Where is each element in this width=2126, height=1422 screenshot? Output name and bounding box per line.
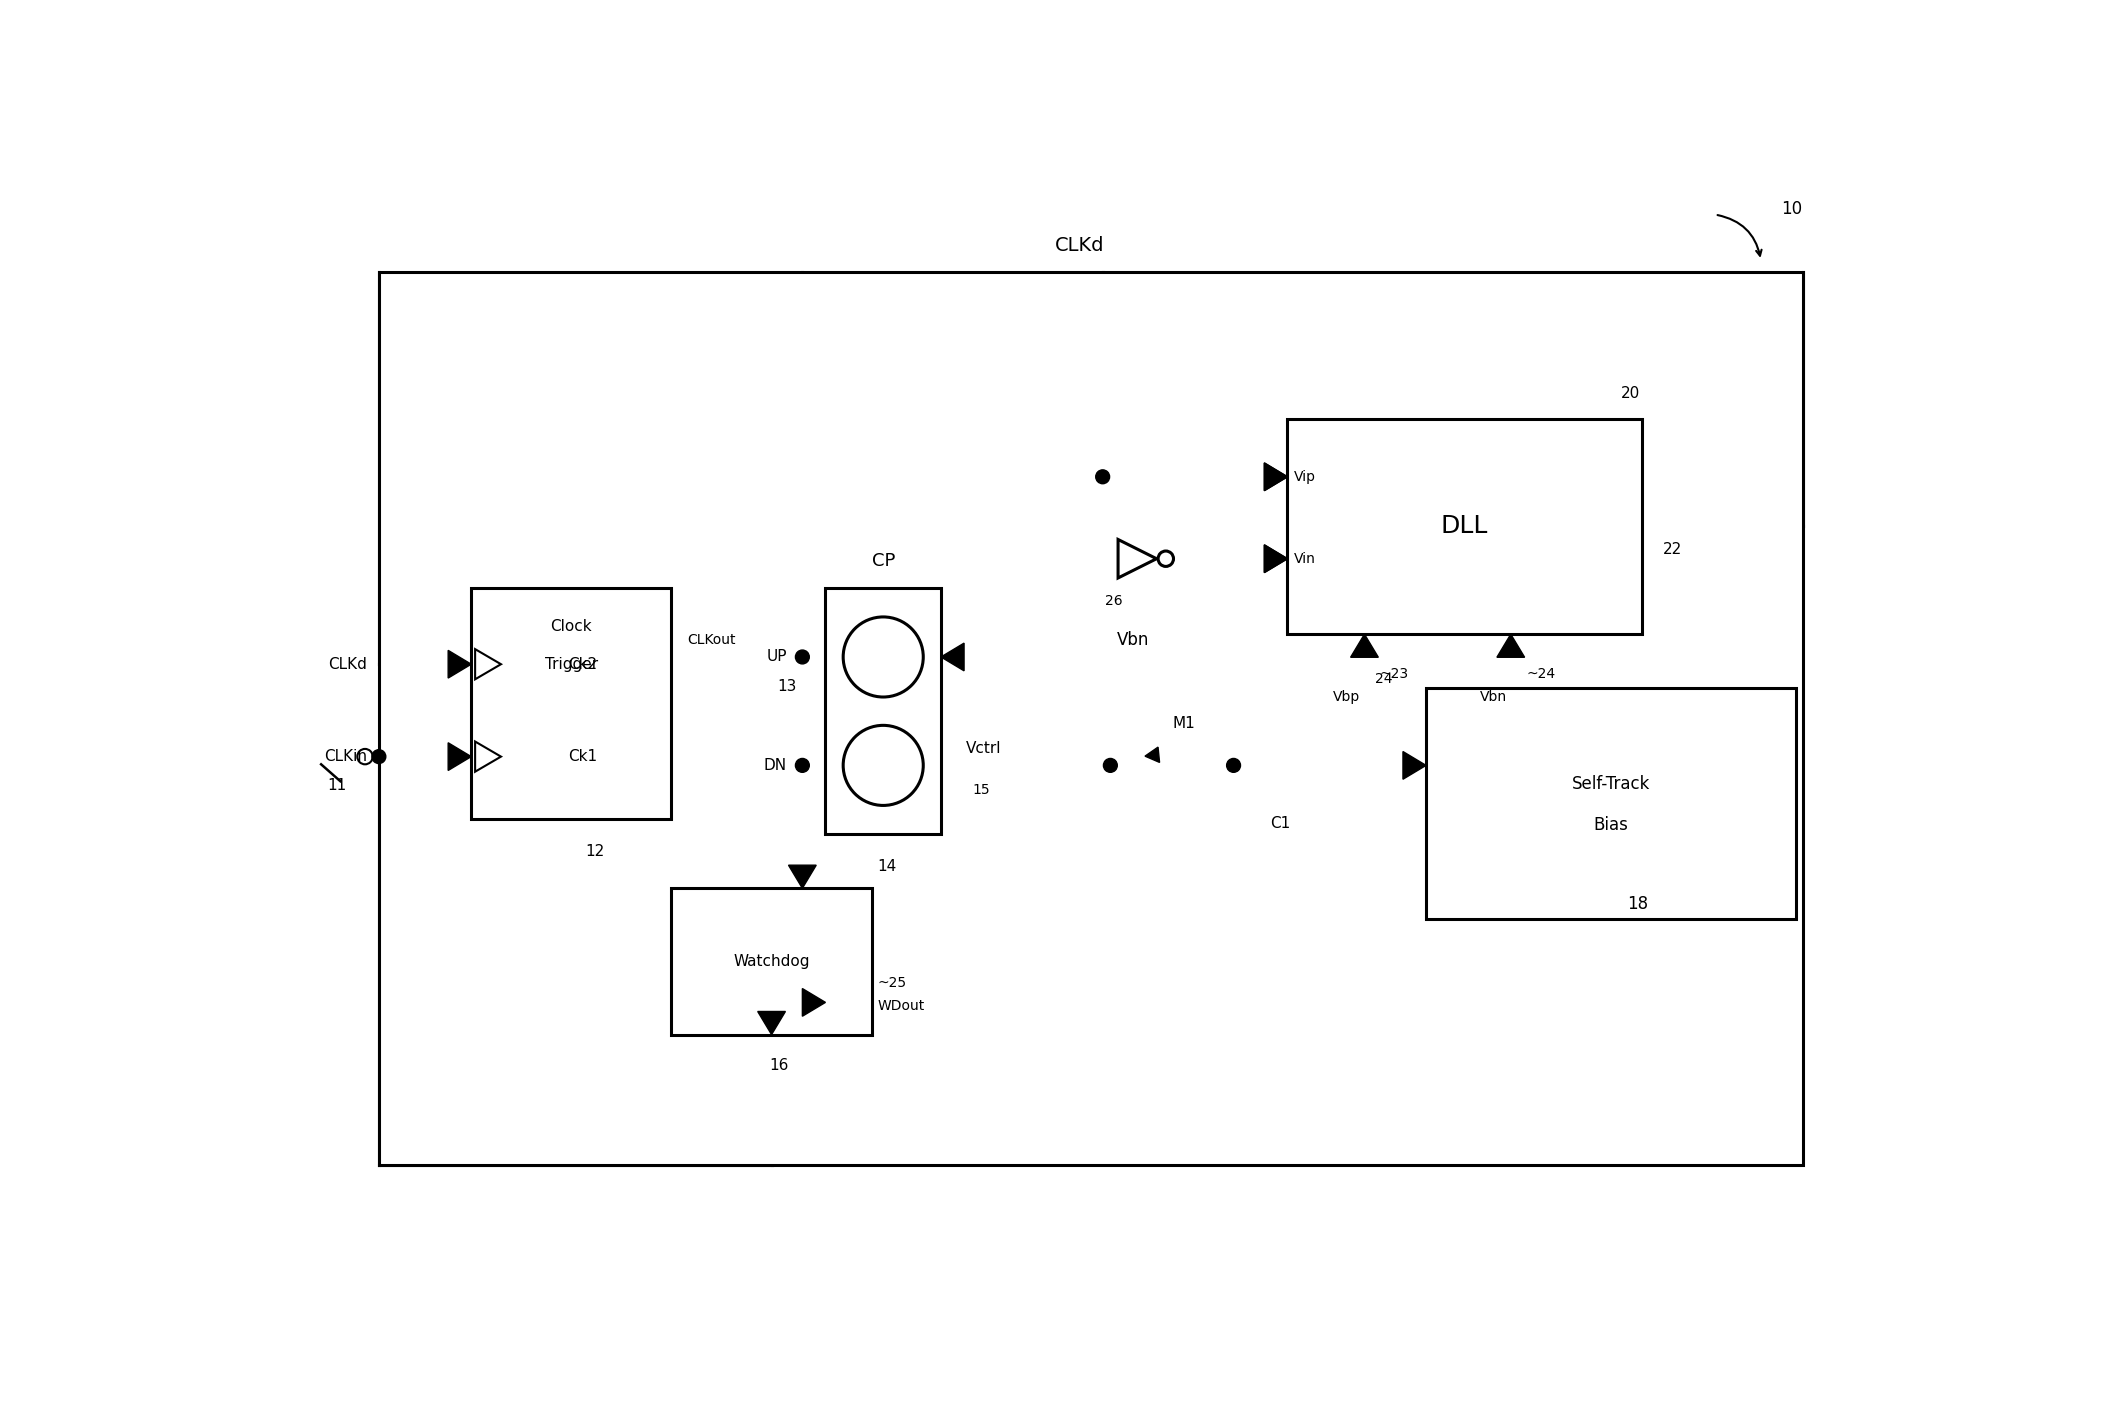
Text: Ck2: Ck2 — [568, 657, 597, 671]
Text: CLKin: CLKin — [325, 749, 368, 764]
Text: 26: 26 — [1106, 594, 1123, 609]
Text: ~23: ~23 — [1380, 667, 1410, 681]
Text: Vctrl: Vctrl — [965, 741, 1001, 757]
Polygon shape — [1265, 545, 1288, 573]
Polygon shape — [757, 1011, 784, 1035]
Text: 11: 11 — [327, 778, 347, 793]
Circle shape — [1159, 550, 1174, 566]
Text: 14: 14 — [878, 859, 897, 875]
Text: ~25: ~25 — [878, 975, 908, 990]
Polygon shape — [449, 742, 472, 771]
Polygon shape — [1403, 752, 1427, 779]
Text: Trigger: Trigger — [544, 657, 597, 673]
Text: UP: UP — [767, 650, 787, 664]
Text: 12: 12 — [585, 843, 604, 859]
Circle shape — [795, 650, 810, 664]
Polygon shape — [1265, 464, 1288, 491]
Polygon shape — [1497, 634, 1524, 657]
Text: 20: 20 — [1620, 387, 1639, 401]
Text: 22: 22 — [1663, 542, 1682, 557]
Circle shape — [844, 617, 923, 697]
Bar — [472, 587, 672, 819]
Polygon shape — [1265, 545, 1288, 573]
Text: 18: 18 — [1626, 894, 1648, 913]
Circle shape — [357, 749, 372, 764]
Text: C1: C1 — [1269, 816, 1290, 830]
Text: Vbn: Vbn — [1480, 690, 1507, 704]
Text: CLKd: CLKd — [1054, 236, 1103, 255]
Text: CLKd: CLKd — [327, 657, 368, 671]
Circle shape — [1227, 758, 1239, 772]
Bar — [825, 587, 942, 835]
Circle shape — [1095, 469, 1110, 483]
Bar — [672, 889, 872, 1035]
Text: CLKout: CLKout — [687, 633, 736, 647]
Circle shape — [1103, 758, 1118, 772]
Bar — [378, 272, 1803, 1166]
Text: Ck1: Ck1 — [568, 749, 597, 764]
Polygon shape — [802, 988, 825, 1017]
Polygon shape — [942, 643, 963, 671]
Text: Self-Track: Self-Track — [1571, 775, 1650, 793]
Text: DN: DN — [763, 758, 787, 774]
Text: WDout: WDout — [878, 1000, 925, 1014]
Circle shape — [795, 758, 810, 772]
Polygon shape — [789, 865, 816, 889]
Text: Vin: Vin — [1293, 552, 1316, 566]
Text: Bias: Bias — [1592, 816, 1629, 835]
Text: M1: M1 — [1171, 715, 1195, 731]
Bar — [1288, 418, 1641, 634]
Text: 24: 24 — [1376, 671, 1393, 685]
Polygon shape — [1265, 464, 1288, 491]
Polygon shape — [1146, 747, 1159, 762]
Bar — [1427, 688, 1796, 919]
Text: CP: CP — [872, 552, 895, 570]
Text: DLL: DLL — [1441, 515, 1488, 539]
Text: 13: 13 — [778, 678, 797, 694]
Polygon shape — [1350, 634, 1378, 657]
Circle shape — [844, 725, 923, 805]
Text: Clock: Clock — [551, 619, 593, 634]
Text: 16: 16 — [770, 1058, 789, 1072]
Text: ~24: ~24 — [1526, 667, 1556, 681]
Text: 10: 10 — [1782, 201, 1803, 218]
Circle shape — [372, 749, 385, 764]
Text: Vbp: Vbp — [1333, 690, 1361, 704]
Text: Vip: Vip — [1293, 469, 1316, 483]
Polygon shape — [449, 650, 472, 678]
Text: Watchdog: Watchdog — [733, 954, 810, 968]
Text: 15: 15 — [972, 784, 991, 796]
Text: Vbn: Vbn — [1118, 631, 1150, 648]
